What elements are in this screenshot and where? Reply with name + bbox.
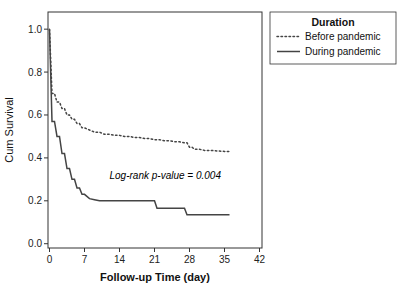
- x-tick-label: 0: [47, 254, 53, 265]
- x-tick: [49, 248, 50, 252]
- y-tick-label: 0.8: [28, 67, 42, 78]
- chart: 0 7 14 21 28 35 42 0.0 0.2 0.4 0.6 0.8 1.0 Follow-up …: [0, 0, 400, 293]
- x-tick: [189, 248, 190, 252]
- y-tick: [44, 200, 48, 201]
- plot-lines: [50, 29, 230, 215]
- plot-frame: [48, 12, 262, 248]
- x-tick-label: 7: [82, 254, 88, 265]
- legend-frame: [270, 12, 396, 64]
- y-tick-label: 0.6: [28, 109, 42, 120]
- y-tick: [44, 243, 48, 244]
- y-tick-label: 0.4: [28, 152, 42, 163]
- y-axis-label: Cum Survival: [3, 97, 15, 162]
- y-tick-label: 1.0: [28, 24, 42, 35]
- legend-entry: Before pandemic: [305, 31, 381, 42]
- x-tick-label: 28: [184, 254, 196, 265]
- x-tick-label: 21: [149, 254, 161, 265]
- x-tick: [84, 248, 85, 252]
- x-tick: [224, 248, 225, 252]
- x-axis-label: Follow-up Time (day): [100, 271, 210, 283]
- legend-swatch: [277, 51, 300, 53]
- legend-swatch: [277, 36, 300, 38]
- x-tick-label: 35: [219, 254, 231, 265]
- series-line: [50, 29, 230, 151]
- x-tick: [119, 248, 120, 252]
- y-tick: [44, 72, 48, 73]
- legend-entry: During pandemic: [305, 46, 381, 57]
- x-tick: [154, 248, 155, 252]
- legend: Duration Before pandemic During pandemic: [270, 12, 396, 64]
- annotation: Log-rank p-value = 0.004: [110, 170, 222, 181]
- x-tick: [259, 248, 260, 252]
- series-line: [50, 29, 230, 215]
- x-tick-label: 42: [254, 254, 266, 265]
- x-tick-label: 14: [114, 254, 126, 265]
- y-tick-label: 0.2: [28, 195, 42, 206]
- y-tick: [44, 29, 48, 30]
- y-tick: [44, 157, 48, 158]
- legend-title: Duration: [311, 16, 354, 28]
- y-tick-label: 0.0: [28, 238, 42, 249]
- y-tick: [44, 114, 48, 115]
